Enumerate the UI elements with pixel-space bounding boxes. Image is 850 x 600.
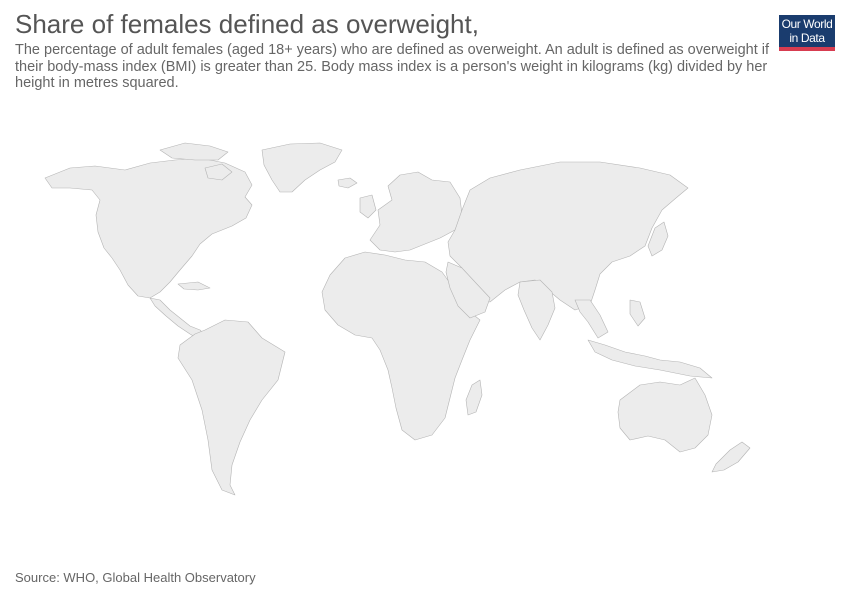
region-uk[interactable] xyxy=(359,194,377,219)
chart-subtitle: The percentage of adult females (aged 18… xyxy=(15,42,770,91)
region-arctic-island-2[interactable] xyxy=(204,163,233,181)
region-south-america[interactable] xyxy=(177,319,286,496)
region-iceland[interactable] xyxy=(337,177,358,189)
region-indonesia[interactable] xyxy=(587,339,713,379)
region-japan[interactable] xyxy=(647,221,669,257)
region-arabia[interactable] xyxy=(445,261,491,319)
region-arctic-islands[interactable] xyxy=(159,142,229,161)
our-world-in-data-logo[interactable]: Our World in Data xyxy=(779,15,835,51)
chart-title: Share of females defined as overweight, xyxy=(15,9,479,39)
region-africa[interactable] xyxy=(321,251,481,441)
region-southeast-asia[interactable] xyxy=(574,299,609,339)
region-india[interactable] xyxy=(517,279,556,341)
region-north-america[interactable] xyxy=(44,157,253,299)
region-madagascar[interactable] xyxy=(465,379,483,416)
region-greenland[interactable] xyxy=(261,142,343,193)
region-europe[interactable] xyxy=(369,171,463,253)
region-caribbean[interactable] xyxy=(177,281,211,291)
logo-line-2: in Data xyxy=(789,31,825,45)
region-australia[interactable] xyxy=(617,377,713,453)
region-new-zealand[interactable] xyxy=(711,441,751,473)
region-philippines[interactable] xyxy=(629,299,646,327)
source-note: Source: WHO, Global Health Observatory xyxy=(15,570,256,585)
logo-line-1: Our World xyxy=(781,17,833,31)
